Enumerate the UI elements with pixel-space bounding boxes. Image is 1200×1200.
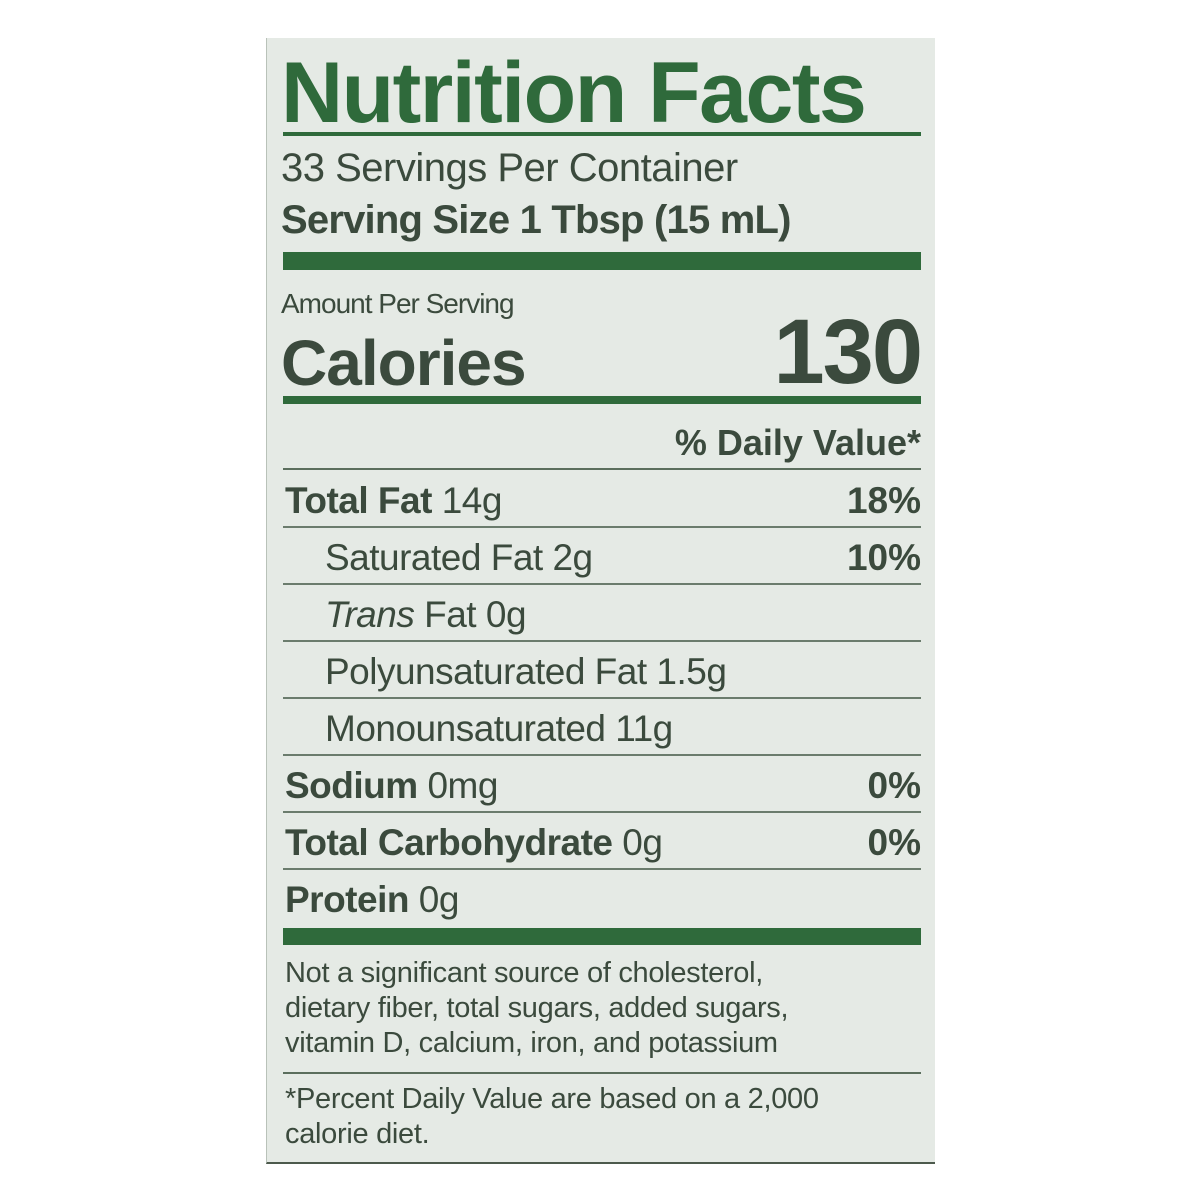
nutrient-name: Sodium [285, 765, 418, 806]
nutrient-row: Monounsaturated 11g [283, 698, 921, 756]
calories-value: 130 [773, 301, 923, 403]
nutrient-label: Sodium 0mg [285, 765, 498, 807]
nutrient-name: Trans [325, 594, 415, 635]
nutrient-amount: 0g [485, 594, 527, 635]
nutrient-name: Total Carbohydrate [285, 822, 613, 863]
nutrient-row: Protein 0g [283, 869, 921, 925]
nutrient-row: Polyunsaturated Fat 1.5g [283, 641, 921, 699]
divider [283, 468, 921, 470]
nutrient-label: Total Carbohydrate 0g [285, 822, 663, 864]
nutrient-amount: 11g [615, 708, 673, 749]
nutrient-daily-value: 0% [867, 765, 921, 806]
nutrient-row: Total Carbohydrate 0g 0% [283, 812, 921, 870]
divider [283, 132, 921, 136]
nutrient-row: Sodium 0mg 0% [283, 755, 921, 813]
amount-per-serving: Amount Per Serving [281, 288, 515, 319]
calories-label: Calories [281, 327, 527, 399]
not-significant-note: Not a significant source of cholesterol,… [285, 956, 789, 1061]
nutrient-name: Monounsaturated [325, 708, 606, 749]
note-line: vitamin D, calcium, iron, and potassium [285, 1027, 778, 1059]
label-title: Nutrition Facts [281, 45, 867, 141]
nutrient-row: Saturated Fat 2g 10% [283, 527, 921, 585]
note-line: Not a significant source of cholesterol, [285, 957, 764, 989]
nutrient-amount: 0mg [427, 765, 498, 806]
nutrient-name-suffix: Fat [414, 594, 477, 635]
nutrient-daily-value: 0% [867, 822, 921, 863]
nutrient-row: Total Fat 14g 18% [283, 470, 921, 528]
nutrient-label: Saturated Fat 2g [325, 537, 593, 579]
thick-divider [283, 928, 921, 945]
nutrient-amount: 0g [418, 879, 460, 920]
servings-per-container: 33 Servings Per Container [281, 146, 738, 190]
nutrition-facts-label: Nutrition Facts 33 Servings Per Containe… [266, 38, 935, 1164]
daily-value-header: % Daily Value* [674, 422, 921, 463]
nutrient-daily-value: 18% [846, 480, 921, 521]
note-line: calorie diet. [285, 1118, 430, 1150]
nutrient-name: Polyunsaturated Fat [325, 651, 647, 692]
daily-value-note: *Percent Daily Value are based on a 2,00… [285, 1082, 819, 1152]
note-line: *Percent Daily Value are based on a 2,00… [285, 1083, 819, 1115]
calories-divider [283, 396, 921, 404]
nutrient-row: Trans Fat 0g [283, 584, 921, 642]
nutrient-label: Total Fat 14g [285, 480, 502, 522]
nutrient-amount: 14g [441, 480, 503, 521]
nutrient-label: Monounsaturated 11g [325, 708, 673, 750]
divider [283, 1072, 921, 1074]
nutrient-amount: 2g [552, 537, 593, 578]
nutrient-label: Trans Fat 0g [325, 594, 527, 636]
serving-size: Serving Size 1 Tbsp (15 mL) [281, 198, 791, 242]
thick-divider [283, 252, 921, 270]
nutrient-name: Total Fat [285, 480, 432, 521]
nutrient-name: Protein [285, 879, 409, 920]
note-line: dietary fiber, total sugars, added sugar… [285, 992, 789, 1024]
nutrient-label: Protein 0g [285, 879, 459, 921]
nutrient-amount: 0g [622, 822, 663, 863]
nutrient-daily-value: 10% [846, 537, 921, 578]
nutrient-name: Saturated Fat [325, 537, 543, 578]
nutrient-label: Polyunsaturated Fat 1.5g [325, 651, 727, 693]
nutrient-amount: 1.5g [656, 651, 727, 692]
